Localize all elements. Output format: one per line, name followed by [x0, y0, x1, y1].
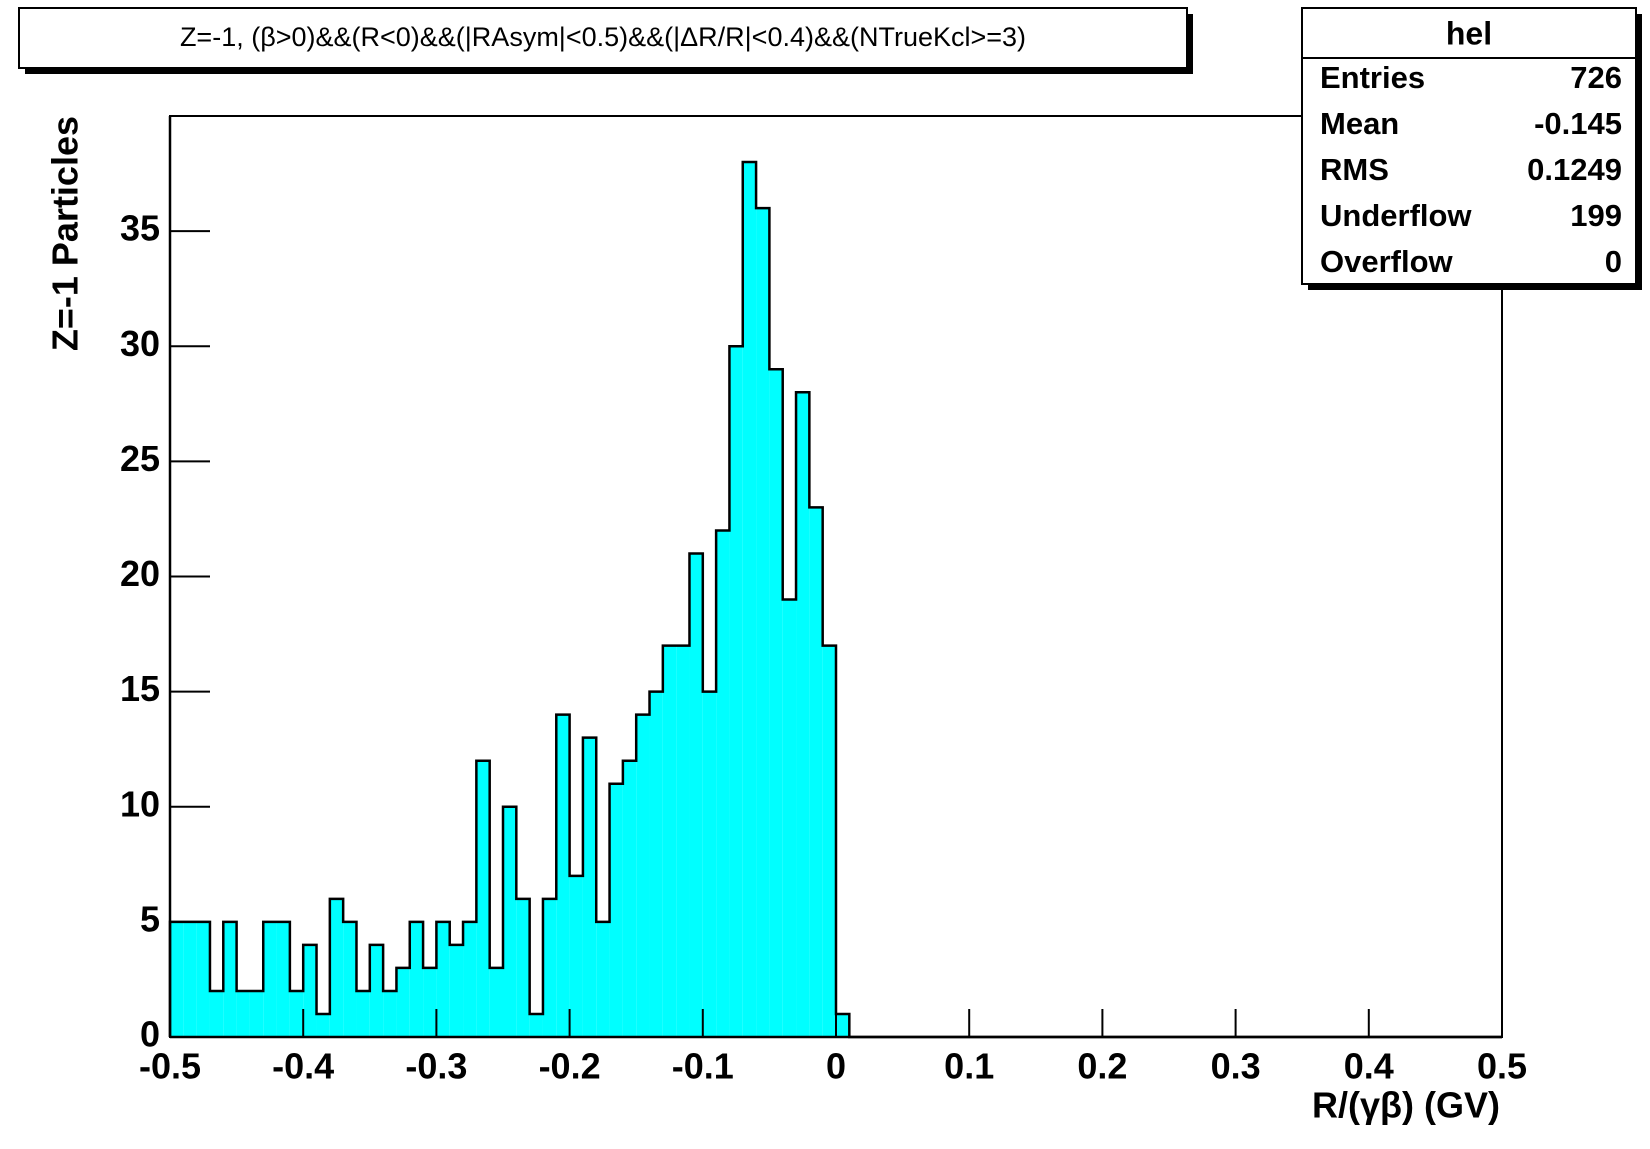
stats-label: Mean [1320, 106, 1399, 141]
x-axis-label: R/(γβ) (GV) [1312, 1085, 1500, 1126]
bar [383, 990, 397, 1037]
chart-title: Z=-1, (β>0)&&(R<0)&&(|RAsym|<0.5)&&(|ΔR/… [180, 22, 1026, 52]
bar [196, 921, 210, 1037]
bar [756, 208, 770, 1038]
bar [636, 714, 650, 1037]
bar [596, 921, 610, 1037]
bar [343, 921, 357, 1037]
bar [742, 162, 757, 1038]
y-tick-label: 5 [140, 898, 160, 939]
bar [209, 990, 224, 1037]
title-box [18, 7, 1188, 69]
bar [702, 691, 717, 1037]
bar [729, 346, 743, 1037]
x-tick-label: -0.5 [139, 1046, 201, 1087]
x-tick-label: 0.5 [1477, 1046, 1527, 1087]
bar [303, 944, 317, 1037]
bar [183, 921, 197, 1037]
x-tick-label: -0.3 [405, 1046, 467, 1087]
bar [516, 898, 530, 1037]
bar [836, 1013, 850, 1037]
y-axis-label: Z=-1 Particles [45, 116, 86, 351]
stats-label: Underflow [1320, 198, 1472, 233]
bar [476, 760, 490, 1037]
bar [649, 691, 663, 1037]
bar [223, 921, 237, 1037]
y-tick-label: 15 [120, 668, 160, 709]
bar [369, 944, 384, 1037]
x-tick-label: 0.2 [1077, 1046, 1127, 1087]
bar [423, 967, 437, 1037]
bar [542, 898, 557, 1037]
bar [569, 875, 583, 1037]
x-tick-label: -0.4 [272, 1046, 334, 1087]
y-tick-label: 25 [120, 438, 160, 479]
x-tick-label: 0.3 [1211, 1046, 1261, 1087]
bar [289, 990, 304, 1037]
bar [796, 392, 810, 1037]
bar [716, 530, 730, 1037]
bar [556, 714, 570, 1037]
x-tick-label: 0.4 [1344, 1046, 1394, 1087]
stats-title: hel [1446, 15, 1492, 51]
stats-value: 0.1249 [1527, 152, 1622, 187]
stats-label: RMS [1320, 152, 1389, 187]
bar [276, 921, 290, 1037]
bar [396, 967, 410, 1037]
bar [582, 737, 597, 1037]
bar [316, 1013, 330, 1037]
bar [236, 990, 250, 1037]
bar [822, 645, 836, 1037]
bar [503, 806, 517, 1037]
bar [449, 944, 464, 1037]
bar [170, 921, 184, 1037]
bar [782, 599, 797, 1037]
x-tick-label: 0 [826, 1046, 846, 1087]
bar [769, 369, 783, 1037]
y-tick-label: 0 [140, 1014, 160, 1055]
bar [263, 921, 277, 1037]
x-tick-label: -0.2 [539, 1046, 601, 1087]
bar [356, 990, 370, 1037]
bar [676, 645, 690, 1037]
bar [689, 553, 703, 1037]
y-tick-label: 10 [120, 783, 160, 824]
stats-value: 0 [1605, 244, 1622, 279]
stats-value: -0.145 [1534, 106, 1622, 141]
stats-label: Overflow [1320, 244, 1454, 279]
bar [329, 898, 344, 1037]
bar [622, 760, 637, 1037]
stats-box [1301, 7, 1637, 285]
bar [529, 1013, 543, 1037]
bar [409, 921, 424, 1037]
bar [662, 645, 677, 1037]
y-tick-label: 30 [120, 323, 160, 364]
bar [249, 990, 264, 1037]
y-tick-label: 20 [120, 553, 160, 594]
stats-label: Entries [1320, 60, 1425, 95]
bar [436, 921, 450, 1037]
bar [489, 967, 503, 1037]
stats-value: 726 [1570, 60, 1622, 95]
stats-value: 199 [1570, 198, 1622, 233]
bar [609, 783, 623, 1037]
x-tick-label: 0.1 [944, 1046, 994, 1087]
x-tick-label: -0.1 [672, 1046, 734, 1087]
y-tick-label: 35 [120, 208, 160, 249]
bar [809, 507, 823, 1037]
bar [463, 921, 477, 1037]
